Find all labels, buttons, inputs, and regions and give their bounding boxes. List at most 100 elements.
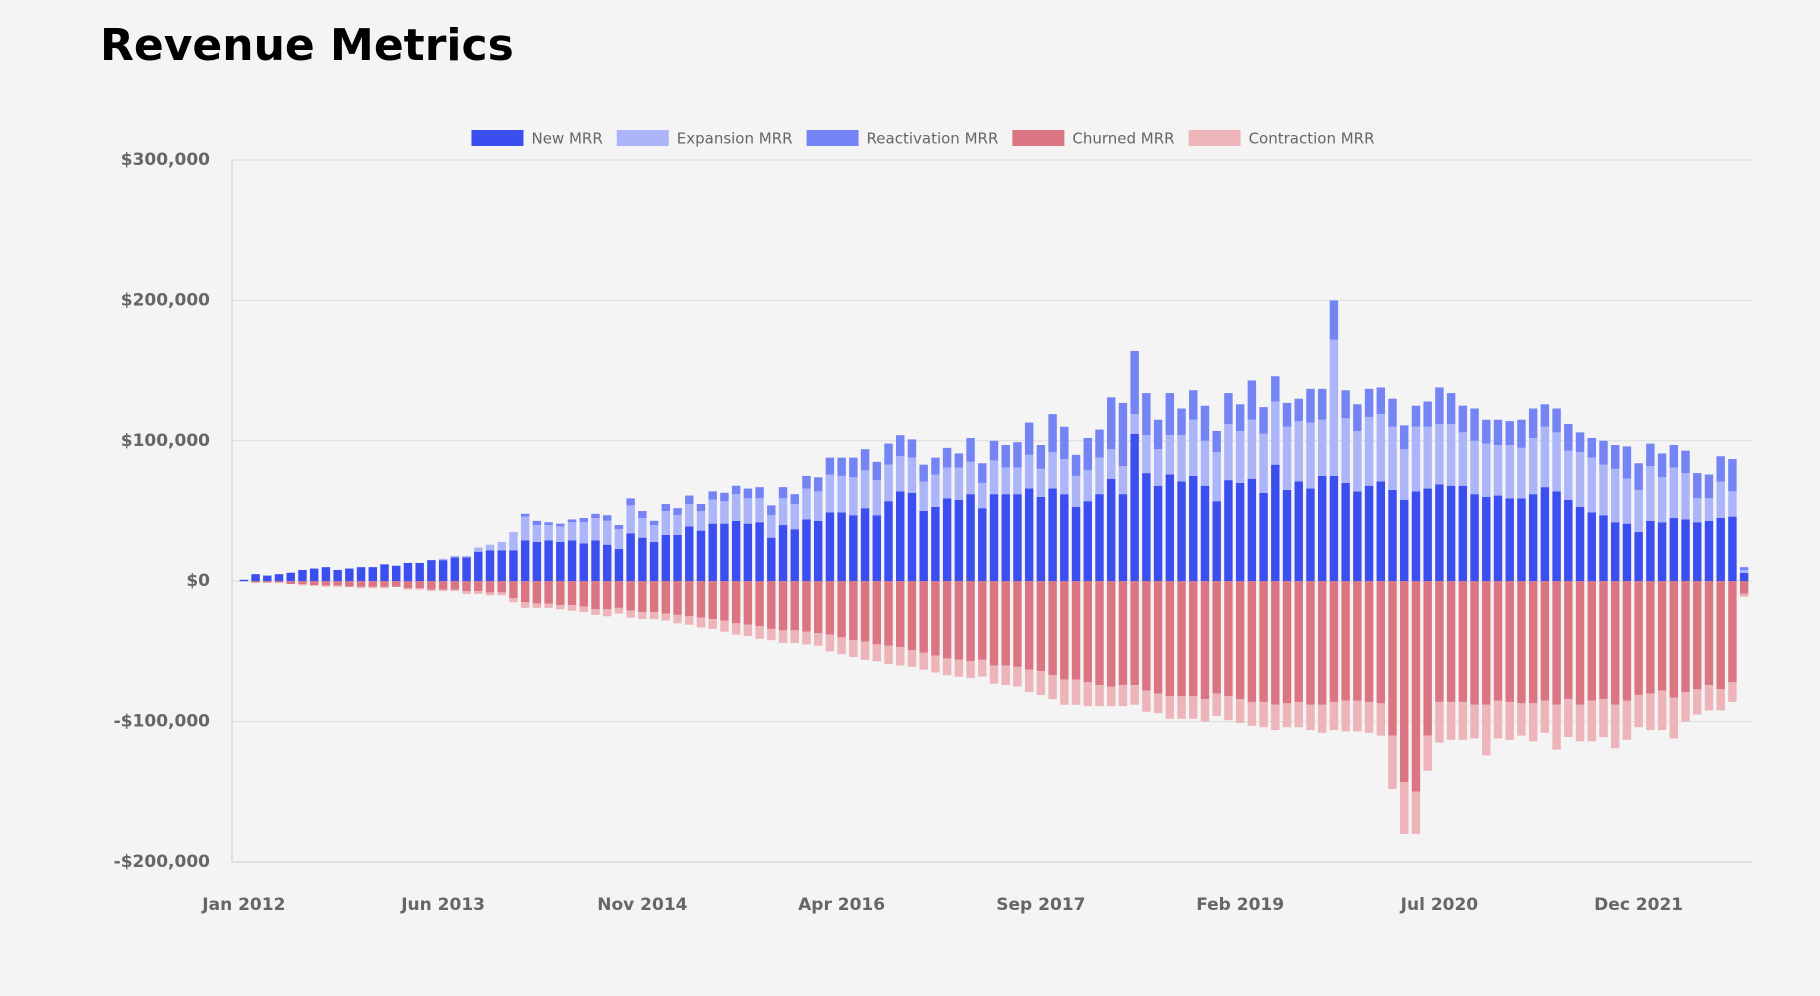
x-tick-label: Jul 2020: [1400, 895, 1479, 915]
bar-segment: [790, 630, 799, 643]
bar-segment: [1400, 581, 1409, 782]
bar-segment: [380, 586, 389, 589]
bar-segment: [931, 457, 940, 475]
bar-segment: [1317, 475, 1327, 582]
x-tick-label: Apr 2016: [798, 895, 885, 915]
bar-segment: [1153, 693, 1163, 714]
bar-segment: [802, 631, 811, 645]
bar-segment: [474, 581, 483, 592]
bar-segment: [884, 501, 893, 582]
bar-segment: [1646, 466, 1655, 521]
bar-segment: [485, 544, 495, 551]
bar-segment: [497, 541, 506, 551]
bar-segment: [1435, 387, 1444, 424]
bar-segment: [1470, 581, 1479, 705]
bar-segment: [1388, 489, 1397, 582]
bar-segment: [1353, 581, 1362, 701]
bar-segment: [1693, 498, 1702, 523]
bar-segment: [626, 610, 635, 618]
bar-segment: [1400, 781, 1409, 834]
bar-segment: [1423, 488, 1432, 582]
bar-segment: [638, 612, 647, 620]
bar-segment: [1048, 581, 1057, 676]
bar-segment: [1587, 700, 1596, 742]
bar-segment: [673, 581, 682, 615]
bar-segment: [837, 581, 846, 638]
bar-segment: [1622, 523, 1632, 582]
bar-segment: [778, 487, 788, 499]
bar-segment: [649, 525, 659, 542]
bar-segment: [849, 581, 858, 641]
bar-segment: [1165, 696, 1175, 719]
bar-segment: [1317, 388, 1327, 420]
x-tick-label: Dec 2021: [1594, 895, 1683, 915]
bar-segment: [1235, 404, 1245, 431]
bar-segment: [415, 588, 424, 590]
bar-segment: [1130, 350, 1139, 415]
bar-segment: [532, 581, 542, 604]
bar-segment: [1470, 494, 1479, 582]
bar-segment: [1388, 581, 1397, 736]
bar-segment: [813, 633, 823, 646]
bar-segment: [1669, 445, 1679, 468]
bar-segment: [1423, 581, 1432, 736]
bar-segment: [591, 540, 600, 582]
bar-segment: [966, 461, 975, 495]
bar-segment: [1165, 581, 1175, 697]
bar-segment: [1411, 491, 1421, 582]
bar-segment: [1540, 404, 1550, 427]
bar-segment: [509, 581, 518, 599]
bar-segment: [638, 581, 647, 613]
legend-swatch: [1012, 130, 1065, 146]
bar-segment: [544, 525, 553, 541]
bar-segment: [438, 560, 448, 582]
bar-segment: [1446, 701, 1456, 740]
bar-segment: [1435, 423, 1444, 485]
bar-segment: [1411, 426, 1421, 492]
bar-segment: [1259, 492, 1268, 582]
bar-segment: [1060, 459, 1069, 495]
bar-segment: [1669, 697, 1679, 739]
bar-segment: [1739, 569, 1749, 573]
bar-segment: [450, 589, 460, 592]
bar-segment: [321, 581, 331, 586]
bar-segment: [1013, 581, 1022, 667]
bar-segment: [942, 498, 952, 582]
legend-label: Churned MRR: [1072, 130, 1174, 148]
bar-segment: [1634, 532, 1643, 582]
bar-segment: [755, 498, 764, 523]
bar-segment: [1235, 430, 1245, 483]
bar-segment: [1024, 422, 1034, 455]
bar-segment: [1482, 443, 1491, 497]
bar-segment: [520, 513, 530, 517]
bar-segment: [731, 581, 741, 624]
bar-segment: [825, 512, 835, 582]
bar-segment: [1095, 581, 1104, 686]
bar-segment: [1189, 581, 1198, 697]
bar-segment: [884, 464, 893, 502]
bar-segment: [1599, 581, 1608, 700]
bar-segment: [1505, 498, 1514, 582]
bar-segment: [1353, 404, 1362, 431]
bar-segment: [1282, 489, 1292, 582]
legend-swatch: [471, 130, 524, 146]
bar-segment: [1446, 393, 1456, 424]
bar-segment: [1177, 435, 1186, 482]
bar-segment: [263, 575, 272, 582]
bar-segment: [649, 541, 659, 582]
bar-segment: [966, 494, 975, 582]
bar-segment: [661, 534, 671, 582]
bar-segment: [1716, 518, 1725, 582]
bar-segment: [392, 581, 401, 587]
bar-segment: [1552, 432, 1561, 492]
bar-segment: [649, 520, 659, 526]
bar-segment: [1083, 581, 1092, 683]
x-tick-label: Jun 2013: [400, 895, 485, 915]
bar-segment: [1024, 454, 1034, 489]
bar-segment: [1716, 689, 1725, 711]
bar-segment: [743, 498, 753, 524]
bar-segment: [1575, 452, 1585, 507]
bar-segment: [1048, 452, 1057, 489]
bar-segment: [427, 560, 436, 582]
bar-segment: [638, 518, 647, 538]
